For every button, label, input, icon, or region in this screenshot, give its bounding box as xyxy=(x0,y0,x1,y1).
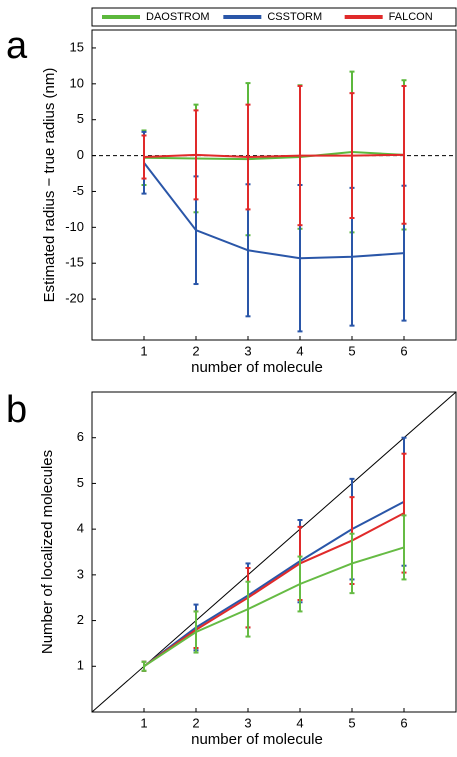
y-tick-label: 3 xyxy=(77,566,84,581)
series-line xyxy=(143,546,405,668)
legend-label: CSSTORM xyxy=(267,11,322,23)
x-tick-label: 6 xyxy=(400,715,407,730)
y-tick-label: 15 xyxy=(70,39,84,54)
y-tick-label: 6 xyxy=(77,429,84,444)
y-tick-label: 5 xyxy=(77,475,84,490)
x-axis-label: number of molecule xyxy=(191,731,323,748)
series-line xyxy=(143,512,405,668)
plot-area xyxy=(91,29,457,341)
x-tick-label: 4 xyxy=(296,343,303,358)
y-axis-label: Number of localized molecules xyxy=(39,450,56,654)
y-axis-label: Estimated radius − true radius (nm) xyxy=(41,68,58,303)
panel-label: b xyxy=(6,389,27,431)
x-tick-label: 6 xyxy=(400,343,407,358)
plot-area xyxy=(91,391,457,713)
series-line xyxy=(143,500,405,668)
y-tick-label: 5 xyxy=(77,111,84,126)
x-tick-label: 1 xyxy=(140,343,147,358)
y-tick-label: 1 xyxy=(77,658,84,673)
x-axis-label: number of molecule xyxy=(191,359,323,376)
x-tick-label: 3 xyxy=(244,715,251,730)
y-tick-label: 10 xyxy=(70,75,84,90)
series-line xyxy=(143,153,405,159)
y-tick-label: 2 xyxy=(77,612,84,627)
series-line xyxy=(143,150,405,161)
panel-label: a xyxy=(6,25,28,67)
x-tick-label: 1 xyxy=(140,715,147,730)
x-tick-label: 4 xyxy=(296,715,303,730)
y-tick-label: 0 xyxy=(77,147,84,162)
y-tick-label: -15 xyxy=(65,255,84,270)
x-tick-label: 2 xyxy=(192,343,199,358)
y-tick-label: -10 xyxy=(65,219,84,234)
x-tick-label: 5 xyxy=(348,715,355,730)
legend-label: DAOSTROM xyxy=(146,11,210,23)
y-tick-label: 4 xyxy=(77,521,84,536)
y-tick-label: -20 xyxy=(65,291,84,306)
x-tick-label: 2 xyxy=(192,715,199,730)
y-tick-label: -5 xyxy=(72,183,84,198)
series-line xyxy=(143,162,405,260)
x-tick-label: 3 xyxy=(244,343,251,358)
x-tick-label: 5 xyxy=(348,343,355,358)
legend-label: FALCON xyxy=(389,11,433,23)
legend-box xyxy=(91,7,457,27)
